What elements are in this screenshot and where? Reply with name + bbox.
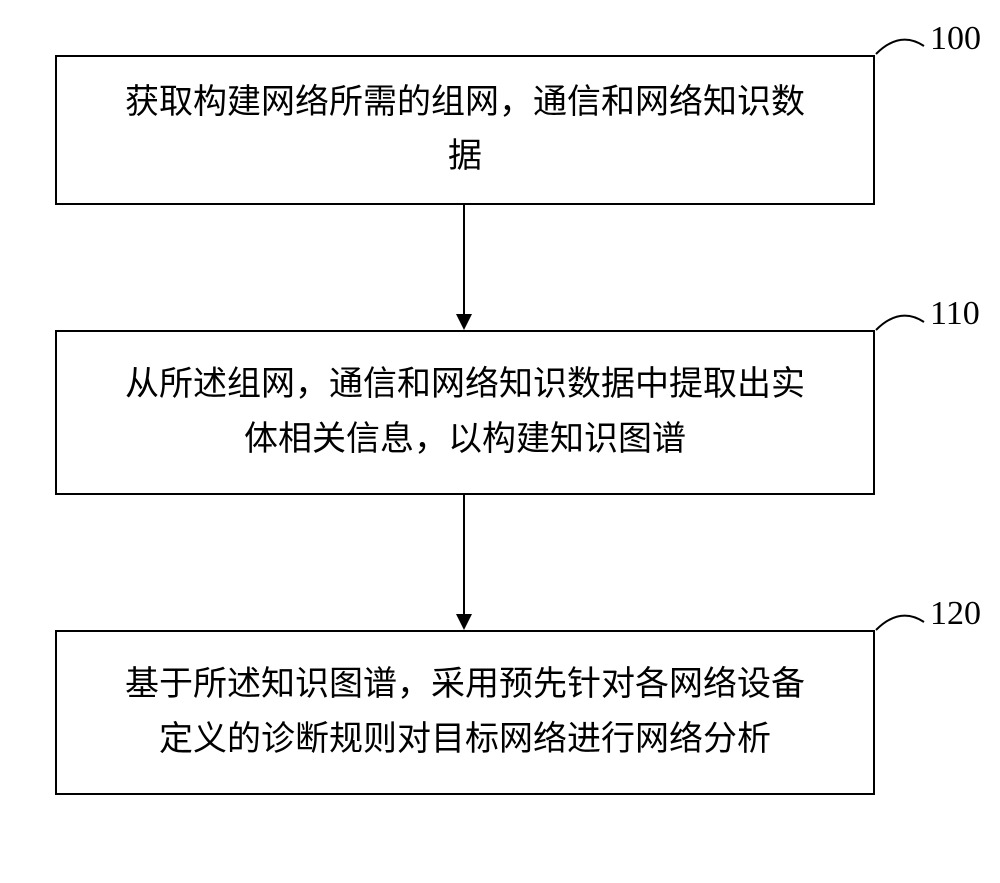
flow-box-110: 从所述组网，通信和网络知识数据中提取出实 体相关信息，以构建知识图谱 <box>55 330 875 495</box>
box-120-line2: 定义的诊断规则对目标网络进行网络分析 <box>159 721 771 758</box>
label-110: 110 <box>930 295 980 333</box>
flowchart-container: 获取构建网络所需的组网，通信和网络知识数 据 100 从所述组网，通信和网络知识… <box>0 0 1000 883</box>
box-120-line1: 基于所述知识图谱，采用预先针对各网络设备 <box>125 666 805 703</box>
box-100-line2: 据 <box>448 138 482 175</box>
box-100-line1: 获取构建网络所需的组网，通信和网络知识数 <box>125 84 805 121</box>
label-120: 120 <box>930 595 981 633</box>
box-110-line2: 体相关信息，以构建知识图谱 <box>244 421 686 458</box>
flow-box-110-text: 从所述组网，通信和网络知识数据中提取出实 体相关信息，以构建知识图谱 <box>125 358 805 467</box>
arrow-head-110-to-120 <box>456 614 472 630</box>
box-110-line1: 从所述组网，通信和网络知识数据中提取出实 <box>125 366 805 403</box>
flow-box-100: 获取构建网络所需的组网，通信和网络知识数 据 <box>55 55 875 205</box>
label-100: 100 <box>930 20 981 58</box>
arrow-100-to-110 <box>463 205 465 315</box>
flow-box-120: 基于所述知识图谱，采用预先针对各网络设备 定义的诊断规则对目标网络进行网络分析 <box>55 630 875 795</box>
flow-box-100-text: 获取构建网络所需的组网，通信和网络知识数 据 <box>125 76 805 185</box>
flow-box-120-text: 基于所述知识图谱，采用预先针对各网络设备 定义的诊断规则对目标网络进行网络分析 <box>125 658 805 767</box>
arrow-110-to-120 <box>463 495 465 615</box>
arrow-head-100-to-110 <box>456 314 472 330</box>
